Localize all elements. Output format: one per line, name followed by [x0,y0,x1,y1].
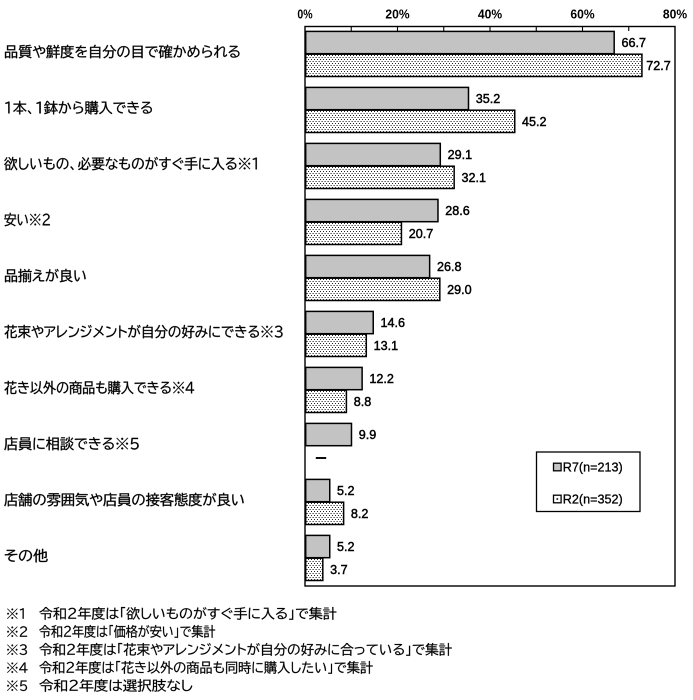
svg-text:72.7: 72.7 [646,59,671,73]
svg-text:5.2: 5.2 [337,540,355,554]
svg-text:32.1: 32.1 [461,171,486,185]
svg-text:26.8: 26.8 [437,260,462,274]
svg-text:R7(n=213): R7(n=213) [563,461,623,475]
svg-text:14.6: 14.6 [381,316,406,330]
svg-text:29.1: 29.1 [448,148,473,162]
svg-text:3.7: 3.7 [330,563,348,577]
svg-text:45.2: 45.2 [522,115,547,129]
svg-text:60%: 60% [570,8,594,22]
svg-text:20.7: 20.7 [409,227,434,241]
svg-text:40%: 40% [478,8,502,22]
svg-text:13.1: 13.1 [374,339,399,353]
svg-text:80%: 80% [663,8,687,22]
svg-text:29.0: 29.0 [447,283,472,297]
svg-text:8.8: 8.8 [354,395,372,409]
svg-text:0%: 0% [297,8,312,22]
svg-text:28.6: 28.6 [445,204,470,218]
svg-text:R2(n=352): R2(n=352) [563,493,623,507]
svg-text:12.2: 12.2 [369,372,394,386]
svg-text:20%: 20% [385,8,409,22]
svg-text:9.9: 9.9 [359,428,377,442]
svg-text:8.2: 8.2 [351,507,369,521]
svg-text:66.7: 66.7 [621,36,646,50]
svg-text:5.2: 5.2 [337,484,355,498]
svg-text:35.2: 35.2 [476,92,501,106]
